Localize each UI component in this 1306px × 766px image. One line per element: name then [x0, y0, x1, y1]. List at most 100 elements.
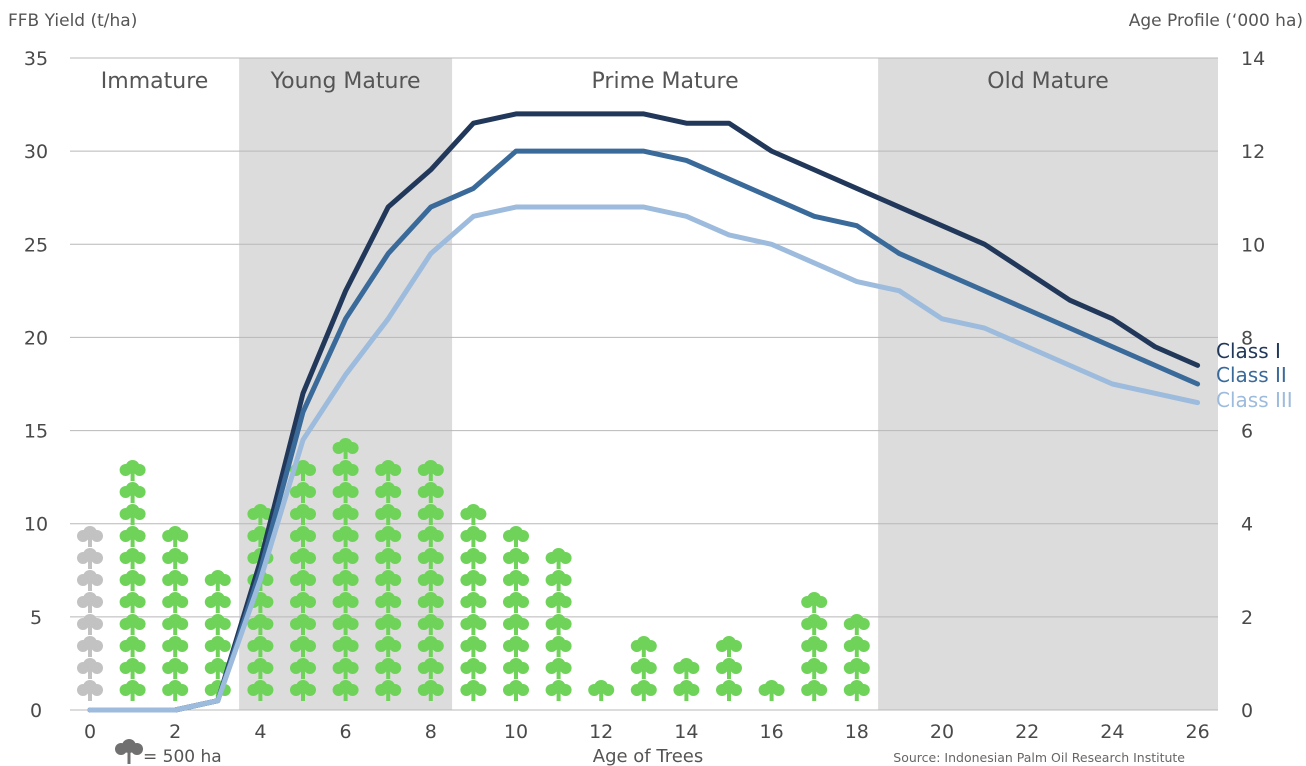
- palm-icon: [417, 614, 444, 635]
- palm-icon: [417, 658, 444, 679]
- y-right-tick-label: 0: [1241, 700, 1253, 722]
- x-tick-label: 8: [425, 721, 437, 743]
- palm-icon: [375, 658, 402, 679]
- palm-icon: [630, 658, 657, 679]
- age-profile-stack: [673, 658, 700, 701]
- y-right-tick-label: 12: [1241, 141, 1265, 163]
- palm-icon: [417, 570, 444, 591]
- y-right-tick-label: 2: [1241, 607, 1253, 629]
- source-note: Source: Indonesian Palm Oil Research Ins…: [893, 750, 1185, 765]
- unit-legend-label: = 500 ha: [143, 747, 222, 766]
- palm-icon: [460, 592, 487, 613]
- palm-icon: [332, 658, 359, 679]
- palm-icon: [247, 636, 274, 657]
- palm-icon: [162, 526, 189, 547]
- x-tick-label: 2: [169, 721, 181, 743]
- palm-icon: [503, 614, 529, 635]
- x-tick-label: 4: [254, 721, 266, 743]
- age-profile-stack: [460, 504, 487, 701]
- palm-icon: [417, 680, 444, 701]
- palm-icon: [503, 548, 529, 569]
- palm-icon: [332, 636, 359, 657]
- palm-icon: [503, 636, 529, 657]
- palm-icon: [460, 680, 487, 701]
- y-left-tick-label: 20: [24, 327, 48, 349]
- palm-icon: [247, 680, 274, 701]
- palm-icon: [332, 526, 359, 547]
- phase-label: Old Mature: [987, 69, 1109, 94]
- age-profile-icons: [77, 438, 870, 701]
- palm-icon: [673, 680, 700, 701]
- y-left-tick-label: 0: [30, 700, 42, 722]
- palm-icon: [503, 680, 529, 701]
- phase-label: Prime Mature: [592, 69, 739, 94]
- palm-icon: [375, 504, 402, 525]
- palm-icon: [375, 592, 402, 613]
- palm-icon: [247, 614, 274, 635]
- palm-icon: [503, 570, 529, 591]
- palm-icon: [843, 636, 870, 657]
- palm-icon: [716, 680, 742, 701]
- palm-icon: [417, 482, 444, 503]
- age-profile-stack: [162, 526, 189, 701]
- age-profile-stack: [843, 614, 870, 701]
- palm-icon: [119, 658, 146, 679]
- age-profile-stack: [545, 548, 572, 701]
- palm-icon: [673, 658, 700, 679]
- palm-icon: [77, 548, 103, 569]
- palm-icon: [77, 680, 103, 701]
- palm-icon: [630, 636, 657, 657]
- palm-icon: [545, 548, 572, 569]
- palm-icon: [801, 658, 828, 679]
- palm-icon: [332, 614, 359, 635]
- palm-icon: [290, 636, 316, 657]
- series-label: Class I: [1216, 339, 1281, 363]
- palm-icon: [162, 614, 189, 635]
- palm-icon: [204, 636, 231, 657]
- y-right-axis-title: Age Profile (‘000 ha): [1129, 11, 1303, 31]
- palm-icon: [375, 460, 402, 481]
- x-tick-label: 14: [674, 721, 698, 743]
- palm-icon: [115, 739, 143, 764]
- palm-icon: [119, 636, 146, 657]
- palm-icon: [758, 680, 785, 701]
- palm-icon: [545, 680, 572, 701]
- palm-icon: [332, 570, 359, 591]
- palm-icon: [290, 548, 316, 569]
- age-profile-stack: [332, 438, 359, 701]
- y-left-axis-title: FFB Yield (t/ha): [8, 11, 137, 31]
- palm-icon: [162, 548, 189, 569]
- palm-icon: [290, 680, 316, 701]
- palm-icon: [843, 614, 870, 635]
- palm-icon: [630, 680, 657, 701]
- palm-icon: [588, 680, 615, 701]
- y-right-tick-label: 10: [1241, 234, 1265, 256]
- palm-icon: [162, 636, 189, 657]
- x-tick-label: 26: [1186, 721, 1210, 743]
- phase-band: [878, 58, 1218, 710]
- age-profile-stack: [503, 526, 529, 701]
- x-tick-label: 24: [1100, 721, 1124, 743]
- palm-icon: [460, 636, 487, 657]
- palm-icon: [77, 570, 103, 591]
- palm-icon: [77, 658, 103, 679]
- palm-icon: [162, 570, 189, 591]
- palm-icon: [162, 658, 189, 679]
- unit-legend: = 500 ha: [115, 739, 222, 766]
- palm-icon: [119, 504, 146, 525]
- age-profile-stack: [77, 526, 103, 701]
- palm-icon: [119, 460, 146, 481]
- y-right-tick-label: 8: [1241, 327, 1253, 349]
- x-tick-label: 18: [845, 721, 869, 743]
- palm-icon: [375, 570, 402, 591]
- palm-icon: [545, 636, 572, 657]
- palm-icon: [375, 482, 402, 503]
- palm-icon: [460, 526, 487, 547]
- series-line: [87, 111, 1201, 713]
- y-left-tick-label: 25: [24, 234, 48, 256]
- palm-icon: [375, 548, 402, 569]
- palm-icon: [332, 438, 359, 459]
- y-left-tick-label: 10: [24, 514, 48, 536]
